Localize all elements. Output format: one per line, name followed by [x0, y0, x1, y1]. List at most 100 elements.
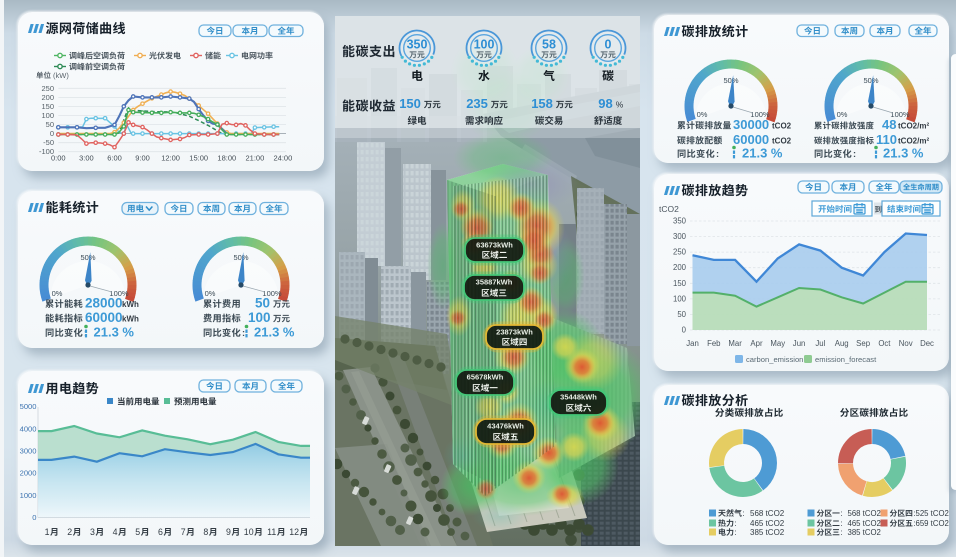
svg-text:6:00: 6:00 — [107, 154, 122, 163]
svg-text:525 tCO2: 525 tCO2 — [916, 509, 949, 518]
svg-text:3000: 3000 — [20, 447, 37, 456]
svg-text:-100: -100 — [39, 147, 54, 156]
svg-text:6: 6 — [158, 527, 163, 537]
svg-text:12:00: 12:00 — [161, 154, 180, 163]
svg-text:158: 158 — [531, 96, 553, 111]
svg-text::: : — [840, 519, 842, 528]
svg-text:110: 110 — [876, 132, 897, 147]
svg-text:659 tCO2: 659 tCO2 — [916, 519, 949, 528]
svg-text:63673kWh: 63673kWh — [476, 240, 513, 249]
svg-text:Sep: Sep — [856, 339, 871, 348]
svg-text:50%: 50% — [80, 253, 95, 262]
svg-text:60000: 60000 — [85, 310, 123, 325]
svg-text:4: 4 — [113, 527, 118, 537]
svg-text:65678kWh: 65678kWh — [467, 372, 504, 381]
svg-text:200: 200 — [673, 263, 687, 272]
svg-text::: : — [716, 149, 719, 159]
svg-text:150: 150 — [399, 96, 421, 111]
svg-text:Oct: Oct — [878, 339, 891, 348]
svg-text:2000: 2000 — [20, 469, 37, 478]
svg-text::: : — [853, 149, 856, 159]
svg-text:carbon_emission: carbon_emission — [746, 355, 803, 364]
svg-text::: : — [735, 519, 737, 528]
svg-text:150: 150 — [41, 102, 54, 111]
svg-text:Apr: Apr — [750, 339, 763, 348]
svg-text:9:00: 9:00 — [135, 154, 150, 163]
svg-text:100: 100 — [673, 294, 687, 303]
svg-text:50: 50 — [677, 310, 686, 319]
svg-text:21.3 %: 21.3 % — [94, 325, 135, 340]
svg-text:2: 2 — [67, 527, 72, 537]
svg-text:5000: 5000 — [20, 402, 37, 411]
svg-text:100%: 100% — [262, 289, 282, 298]
svg-text:35448kWh: 35448kWh — [560, 392, 597, 401]
svg-text:12: 12 — [289, 527, 299, 537]
svg-text:tCO2/m²: tCO2/m² — [898, 122, 929, 131]
svg-text:11: 11 — [267, 527, 276, 537]
svg-text:60000: 60000 — [733, 132, 769, 147]
svg-text:0: 0 — [50, 129, 54, 138]
svg-text:35887kWh: 35887kWh — [476, 277, 513, 286]
svg-text:Dec: Dec — [920, 339, 934, 348]
svg-text:-50: -50 — [43, 138, 54, 147]
svg-text:Jan: Jan — [686, 339, 699, 348]
svg-text:7: 7 — [181, 527, 186, 537]
svg-text::: : — [913, 519, 915, 528]
svg-text:Aug: Aug — [835, 339, 849, 348]
svg-text:0%: 0% — [205, 289, 216, 298]
svg-text:235: 235 — [466, 96, 488, 111]
svg-text:Mar: Mar — [728, 339, 742, 348]
svg-text:43476kWh: 43476kWh — [487, 421, 524, 430]
svg-text:50%: 50% — [863, 76, 878, 85]
svg-text:0%: 0% — [837, 110, 848, 119]
svg-text:58: 58 — [542, 38, 556, 52]
svg-text:3:00: 3:00 — [79, 154, 94, 163]
svg-text:21:00: 21:00 — [246, 154, 265, 163]
svg-text::: : — [913, 509, 915, 518]
svg-text:98: 98 — [598, 96, 612, 111]
svg-text:568 tCO2: 568 tCO2 — [750, 509, 785, 518]
svg-text:21.3 %: 21.3 % — [742, 146, 783, 161]
svg-text:Jul: Jul — [815, 339, 825, 348]
svg-text:0: 0 — [682, 326, 687, 335]
svg-text:50%: 50% — [233, 253, 248, 262]
svg-text:350: 350 — [673, 217, 687, 226]
svg-text::: : — [242, 328, 245, 338]
svg-text:100%: 100% — [750, 110, 770, 119]
svg-text:%: % — [616, 100, 624, 110]
svg-text:Jun: Jun — [793, 339, 806, 348]
svg-text:50: 50 — [255, 296, 270, 311]
svg-text:0: 0 — [605, 38, 612, 52]
svg-text:0%: 0% — [697, 110, 708, 119]
svg-text:emission_forecast: emission_forecast — [815, 355, 877, 364]
svg-text:tCO2/m²: tCO2/m² — [898, 137, 929, 146]
svg-text:(kW): (kW) — [53, 71, 69, 80]
svg-text:kWh: kWh — [122, 300, 139, 309]
svg-text:tCO2: tCO2 — [772, 137, 792, 146]
svg-text:465 tCO2: 465 tCO2 — [848, 519, 881, 528]
svg-text:0%: 0% — [52, 289, 63, 298]
svg-text:385 tCO2: 385 tCO2 — [750, 528, 785, 537]
svg-text:10: 10 — [244, 527, 254, 537]
svg-text:100: 100 — [248, 310, 271, 325]
svg-text::: : — [84, 328, 87, 338]
svg-text:200: 200 — [41, 93, 54, 102]
svg-text:23873kWh: 23873kWh — [496, 327, 533, 336]
svg-text:1: 1 — [45, 527, 50, 537]
svg-text:May: May — [770, 339, 785, 348]
svg-text:465 tCO2: 465 tCO2 — [750, 519, 785, 528]
svg-text:24:00: 24:00 — [274, 154, 293, 163]
svg-text:21.3 %: 21.3 % — [883, 146, 924, 161]
svg-text:568 tCO2: 568 tCO2 — [848, 509, 881, 518]
svg-text:350: 350 — [407, 38, 428, 52]
svg-text:0: 0 — [32, 513, 36, 522]
svg-text:1000: 1000 — [20, 491, 37, 500]
svg-text:250: 250 — [673, 248, 687, 257]
svg-text:18:00: 18:00 — [217, 154, 236, 163]
svg-text:28000: 28000 — [85, 296, 123, 311]
svg-text:250: 250 — [41, 84, 54, 93]
svg-text:300: 300 — [673, 232, 687, 241]
svg-text:100%: 100% — [890, 110, 910, 119]
svg-text:15:00: 15:00 — [189, 154, 208, 163]
svg-text:4000: 4000 — [20, 424, 37, 433]
